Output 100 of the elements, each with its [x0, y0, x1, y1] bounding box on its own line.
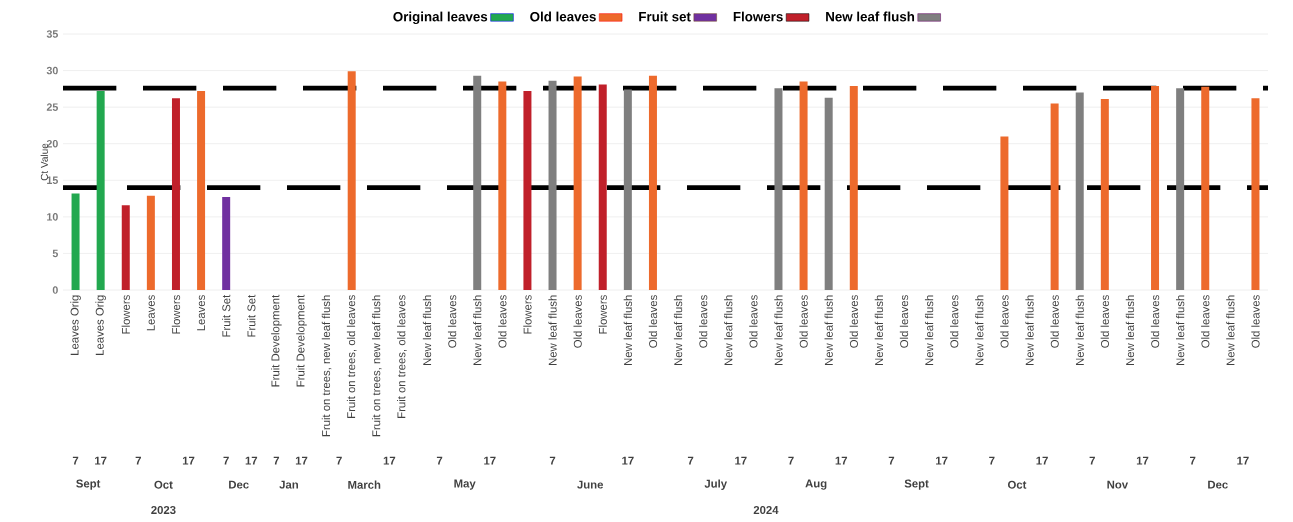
text: Jan: [279, 480, 298, 489]
x-tick-label: Fruit on trees, old leaves: [397, 295, 407, 418]
bar: [222, 197, 231, 290]
bar: [1201, 86, 1210, 290]
text: 2024: [753, 506, 779, 515]
x-tick-label: Old leaves: [1201, 295, 1210, 348]
x-tick-label: Fruit Development: [271, 294, 282, 387]
bar: [96, 91, 105, 290]
x-tick-label: Flowers: [121, 295, 130, 334]
text: 7: [436, 456, 443, 465]
x-tick-label: New leaf flush: [724, 295, 733, 365]
text: 17: [245, 456, 258, 465]
x-tick-label: Old leaves: [698, 295, 708, 348]
bar: [1151, 85, 1160, 290]
text: 17: [95, 456, 107, 465]
bar: [799, 81, 808, 290]
y-tick-label: 10: [47, 213, 58, 221]
x-tick-label: New leaf flush: [1075, 295, 1084, 365]
text: 17: [1036, 456, 1048, 465]
x-tick-label: Old leaves: [950, 295, 959, 348]
text: 7: [135, 456, 141, 465]
x-tick-label: Old leaves: [1000, 295, 1009, 348]
y-tick-label: 15: [47, 176, 58, 185]
text: Oct: [154, 480, 173, 489]
text: 7: [1089, 456, 1095, 465]
text: 7: [223, 456, 229, 465]
text: March: [348, 480, 381, 489]
bar: [1176, 88, 1185, 290]
x-tick-label: Old leaves: [799, 295, 808, 348]
x-tick-label: Old leaves: [447, 295, 457, 348]
bar: [648, 75, 657, 290]
bar: [774, 88, 783, 290]
text: 17: [835, 456, 848, 465]
bar: [171, 98, 180, 290]
bar: [573, 76, 582, 290]
text: 17: [383, 456, 396, 465]
text: 7: [549, 456, 556, 465]
bar: [71, 193, 80, 290]
bar: [121, 205, 130, 290]
text: 17: [936, 456, 948, 465]
x-tick-label: Fruit on trees, old leaves: [346, 295, 357, 418]
x-tick-label: New leaf flush: [1226, 295, 1235, 365]
text: June: [577, 480, 604, 489]
text: Aug: [805, 479, 827, 490]
x-tick-label: New leaf flush: [673, 295, 683, 365]
x-tick-label: Flowers: [171, 295, 181, 334]
y-tick-label: 0: [52, 286, 58, 294]
bar: [1050, 103, 1059, 290]
bar: [623, 89, 632, 290]
bar: [197, 91, 206, 290]
x-tick-label: New leaf flush: [548, 295, 557, 365]
text: July: [704, 479, 727, 490]
x-tick-label: Old leaves: [849, 295, 858, 348]
bar: [498, 81, 507, 290]
x-tick-label: New leaf flush: [774, 295, 783, 365]
bar: [347, 71, 356, 290]
bar: [824, 97, 833, 290]
x-tick-label: Fruit Set: [247, 294, 256, 337]
bar: [473, 75, 482, 290]
text: Sept: [76, 479, 101, 490]
text: 17: [1136, 456, 1149, 465]
y-axis-title: Ct Value: [40, 143, 48, 181]
legend-label: Old leaves: [530, 11, 596, 22]
y-tick-label: 5: [52, 249, 58, 258]
x-tick-label: Old leaves: [1100, 295, 1109, 348]
text: Sept: [904, 479, 929, 490]
x-tick-label: Fruit Set: [222, 294, 231, 337]
x-tick-label: Fruit Development: [296, 294, 307, 387]
text: 7: [888, 456, 895, 465]
bar: [548, 80, 557, 290]
x-tick-label: New leaf flush: [874, 295, 884, 365]
x-tick-label: Old leaves: [648, 295, 658, 348]
x-tick-label: Flowers: [598, 295, 607, 334]
text: 7: [273, 456, 280, 465]
bar: [523, 91, 532, 290]
text: 2023: [151, 505, 176, 515]
x-tick-label: New leaf flush: [1175, 295, 1185, 365]
x-tick-label: New leaf flush: [623, 295, 632, 365]
text: 7: [687, 456, 694, 465]
text: Nov: [1107, 480, 1129, 489]
text: 17: [622, 456, 634, 465]
x-tick-label: New leaf flush: [824, 295, 833, 365]
x-tick-label: Leaves: [197, 295, 206, 331]
x-tick-label: Leaves Orig: [70, 295, 81, 355]
legend-label: Fruit set: [639, 11, 691, 22]
bar: [1000, 136, 1009, 290]
bar: [1100, 99, 1109, 290]
y-tick-label: 25: [46, 103, 58, 111]
y-tick-label: 35: [46, 30, 58, 38]
x-tick-label: New leaf flush: [1025, 295, 1034, 365]
x-tick-label: Fruit on trees, new leaf flush: [371, 295, 382, 437]
text: 17: [484, 456, 496, 465]
text: 17: [735, 456, 747, 465]
text: 7: [336, 456, 342, 465]
x-tick-label: Old leaves: [749, 295, 758, 348]
legend-label: Original leaves: [393, 11, 488, 25]
text: May: [454, 479, 476, 490]
text: 17: [295, 456, 308, 465]
x-tick-label: New leaf flush: [975, 295, 984, 365]
legend-label: New leaf flush: [826, 11, 915, 22]
